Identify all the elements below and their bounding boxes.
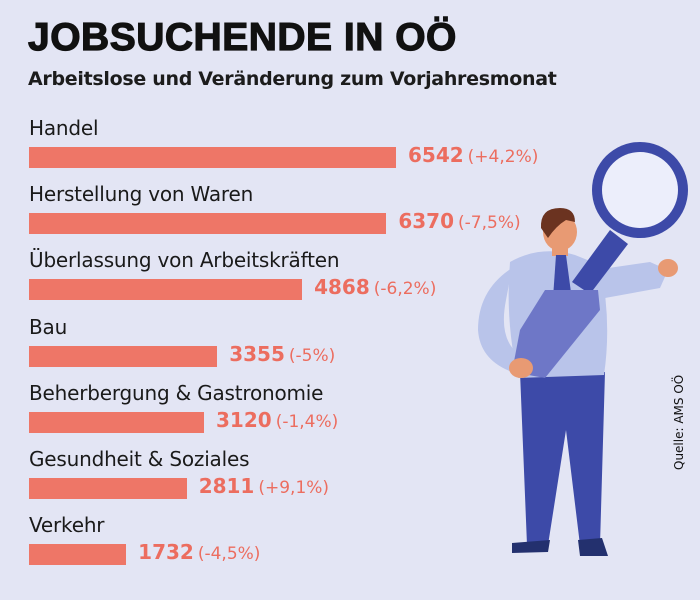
man-with-magnifier-illustration bbox=[478, 142, 688, 556]
bar bbox=[29, 147, 396, 168]
value-number: 6542 bbox=[408, 143, 464, 167]
value-number: 1732 bbox=[138, 540, 194, 565]
bar-row: Überlassung von Arbeitskräften 4868 (-6,2%… bbox=[0, 248, 600, 308]
category-label: Verkehr bbox=[29, 513, 105, 538]
category-label: Bau bbox=[29, 314, 68, 339]
value-number: 3120 bbox=[216, 407, 272, 432]
bar bbox=[29, 478, 187, 499]
category-label: Gesundheit & Soziales bbox=[29, 447, 250, 471]
value-label: 3120 (-1,4%) bbox=[216, 408, 338, 432]
chart-subtitle: Arbeitslose und Veränderung zum Vorjahre… bbox=[28, 68, 557, 90]
category-label: Überlassung von Arbeitskräften bbox=[29, 248, 340, 273]
category-label: Handel bbox=[29, 116, 99, 140]
bar-row: Beherbergung & Gastronomie 3120 (-1,4%) bbox=[0, 381, 600, 441]
bar bbox=[29, 411, 205, 433]
bar bbox=[29, 213, 387, 235]
value-change: (-4,5%) bbox=[197, 544, 261, 565]
bar-row: Handel 6542 (+4,2%) bbox=[0, 116, 600, 176]
bar-row: Bau 3355 (-5%) bbox=[0, 315, 600, 375]
value-label: 6370 (-7,5%) bbox=[398, 209, 520, 233]
source-note: Quelle: AMS OÖ bbox=[672, 374, 686, 470]
value-label: 2811 (+9,1%) bbox=[199, 474, 329, 498]
category-label: Beherbergung & Gastronomie bbox=[29, 380, 324, 405]
bar bbox=[29, 544, 127, 566]
value-label: 6542 (+4,2%) bbox=[408, 143, 538, 167]
bar-row: Verkehr 1732 (-4,5%) bbox=[0, 513, 600, 573]
value-number: 4868 bbox=[314, 275, 370, 300]
value-number: 2811 bbox=[198, 474, 255, 498]
value-change: (+4,2%) bbox=[467, 147, 539, 167]
value-change: (-5%) bbox=[288, 345, 336, 366]
category-label: Herstellung von Waren bbox=[29, 182, 254, 207]
chart-title: JOBSUCHENDE IN OÖ bbox=[27, 16, 457, 59]
bar bbox=[29, 279, 303, 301]
value-change: (-1,4%) bbox=[275, 411, 339, 432]
bar-row: Herstellung von Waren 6370 (-7,5%) bbox=[0, 182, 600, 242]
value-change: (-6,2%) bbox=[373, 279, 437, 300]
bar-row: Gesundheit & Soziales 2811 (+9,1%) bbox=[0, 447, 600, 507]
value-label: 4868 (-6,2%) bbox=[314, 275, 436, 299]
value-label: 1732 (-4,5%) bbox=[138, 540, 260, 564]
value-number: 6370 bbox=[398, 209, 455, 234]
bar bbox=[29, 345, 218, 367]
value-label: 3355 (-5%) bbox=[229, 342, 335, 366]
value-change: (-7,5%) bbox=[458, 213, 521, 234]
value-number: 3355 bbox=[229, 341, 285, 366]
value-change: (+9,1%) bbox=[258, 478, 330, 498]
